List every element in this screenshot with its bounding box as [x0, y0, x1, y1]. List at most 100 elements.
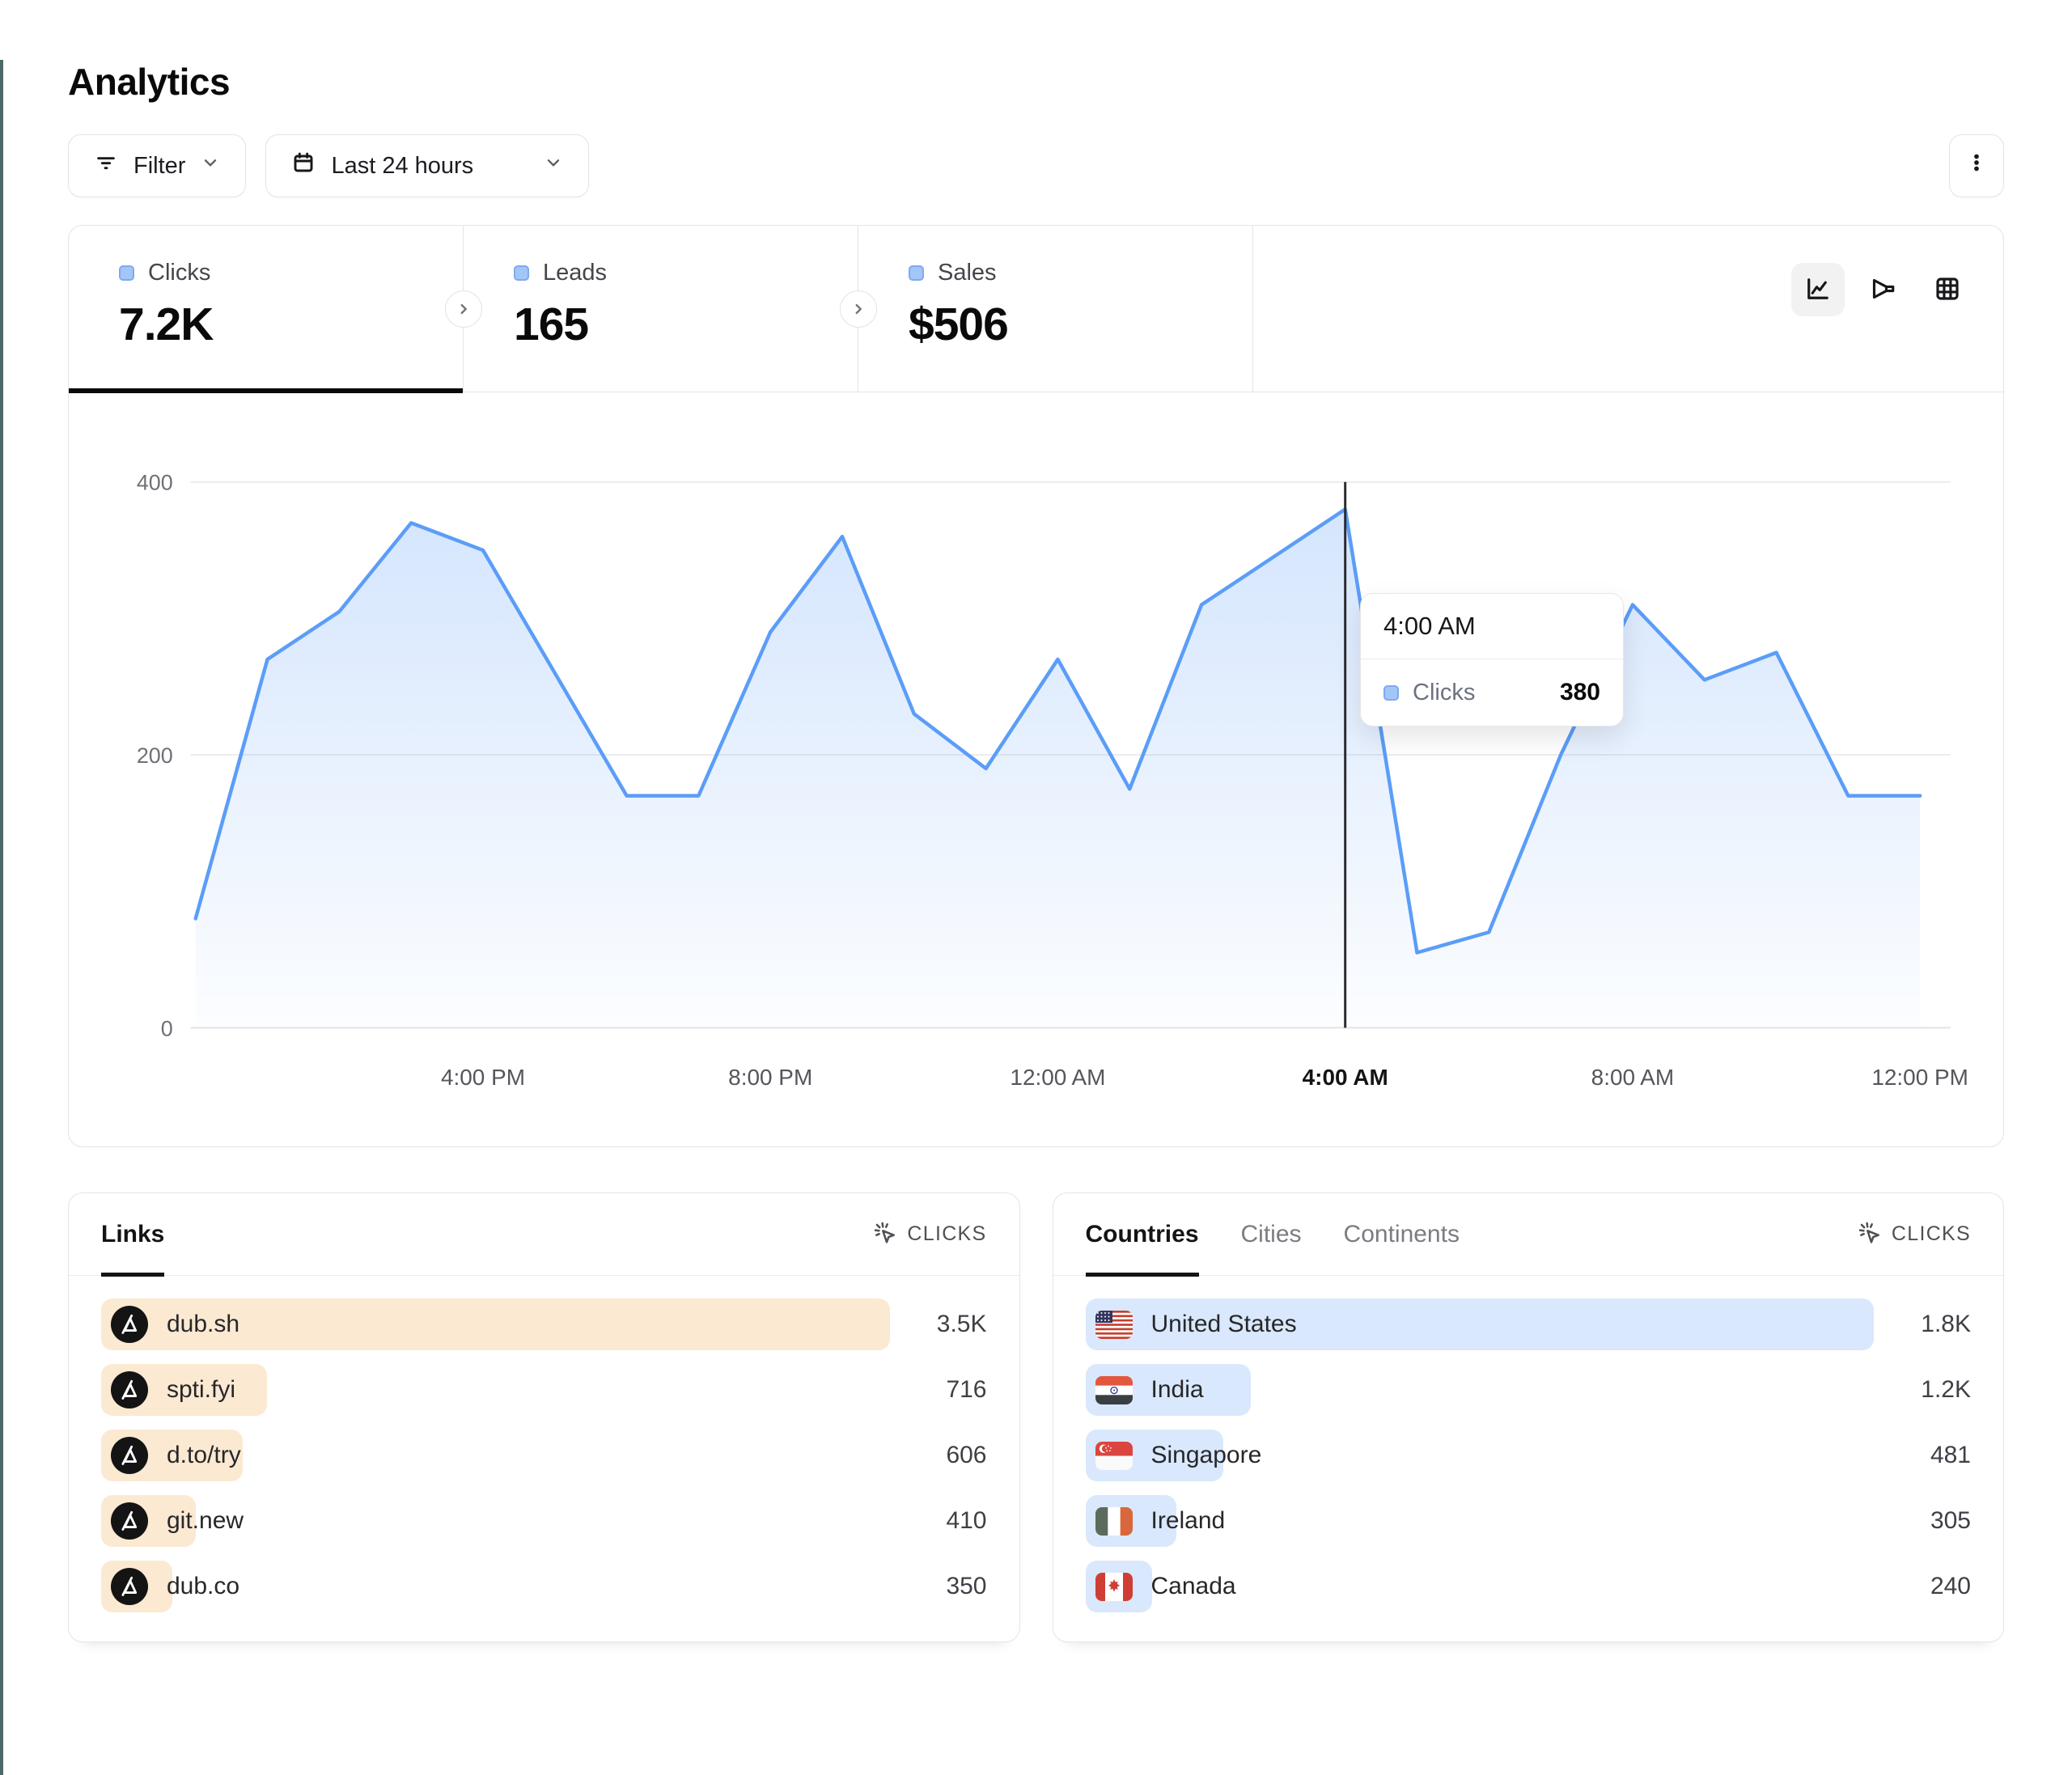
country-row-india[interactable]: India 1.2K	[1085, 1364, 1971, 1416]
stat-label-row: Sales	[909, 260, 1252, 286]
in-flag-icon	[1095, 1375, 1133, 1404]
filter-icon	[93, 150, 119, 182]
row-value: 410	[946, 1507, 987, 1534]
links-panel: Links CLICKS dub.sh 3.5K spti.fyi 716 d.to/t…	[68, 1193, 1020, 1642]
clicks-legend-swatch	[1383, 684, 1399, 701]
row-value: 350	[946, 1573, 987, 1599]
x-axis-tick-label: 12:00 AM	[1010, 1065, 1105, 1090]
tooltip-time-label: 4:00 AM	[1361, 594, 1623, 659]
row-label: dub.co	[167, 1573, 240, 1599]
row-label: git.new	[167, 1507, 244, 1534]
x-axis-tick-label: 8:00 AM	[1591, 1065, 1675, 1090]
leads-legend-swatch	[514, 265, 529, 281]
date-range-button[interactable]: Last 24 hours	[265, 134, 590, 197]
chart-tooltip: 4:00 AM Clicks 380	[1360, 593, 1624, 727]
chevron-down-icon	[200, 152, 221, 180]
link-row-git-new[interactable]: git.new 410	[101, 1495, 987, 1547]
funnel-view-button[interactable]	[1856, 263, 1909, 316]
bar-area: United States	[1085, 1298, 1874, 1350]
more-options-button[interactable]	[1949, 134, 2004, 197]
stat-expand-button[interactable]	[840, 290, 877, 328]
country-row-united-states[interactable]: United States 1.8K	[1085, 1298, 1971, 1350]
stat-tab-sales[interactable]: Sales $506	[858, 226, 1253, 392]
clicks-legend-swatch	[119, 265, 134, 281]
filter-button-label: Filter	[133, 152, 186, 179]
stat-tab-leads[interactable]: Leads 165	[464, 226, 877, 392]
links-metric-label: CLICKS	[907, 1222, 987, 1245]
page-title: Analytics	[68, 61, 231, 103]
clicks-line	[193, 507, 1922, 955]
breakdown-panels: Links CLICKS dub.sh 3.5K spti.fyi 716 d.to/t…	[68, 1193, 2004, 1642]
link-row-spti-fyi[interactable]: spti.fyi 716	[101, 1364, 987, 1416]
links-panel-header: Links CLICKS	[69, 1193, 1019, 1277]
y-axis-tick-label: 400	[137, 471, 173, 495]
geo-metric-label: CLICKS	[1891, 1222, 1971, 1245]
tab-links[interactable]: Links	[101, 1193, 165, 1277]
links-panel-tabs: Links	[101, 1193, 165, 1277]
bar-area: Canada	[1085, 1561, 1875, 1612]
geo-panel-tabs: Countries Cities Continents	[1085, 1193, 1460, 1277]
value-bar	[1085, 1298, 1874, 1350]
country-row-ireland[interactable]: Ireland 305	[1085, 1495, 1971, 1547]
x-axis-tick-label: 12:00 PM	[1871, 1065, 1968, 1090]
tab-cities[interactable]: Cities	[1240, 1220, 1302, 1248]
row-content: Canada	[1095, 1561, 1236, 1612]
stat-expand-button[interactable]	[445, 290, 482, 328]
stat-tab-clicks[interactable]: Clicks 7.2K	[69, 226, 482, 393]
row-value: 305	[1930, 1507, 1971, 1534]
dub-logo-avatar	[111, 1437, 148, 1474]
row-value: 1.8K	[1921, 1311, 1971, 1337]
geo-metric-toggle[interactable]: CLICKS	[1855, 1218, 1971, 1250]
row-label: India	[1150, 1376, 1204, 1403]
date-range-label: Last 24 hours	[331, 152, 474, 179]
row-content: United States	[1095, 1298, 1297, 1350]
cursor-click-icon	[871, 1218, 896, 1250]
ca-flag-icon	[1095, 1572, 1133, 1601]
row-label: Canada	[1150, 1573, 1236, 1599]
bar-area: git.new	[101, 1495, 890, 1547]
tooltip-series-label: Clicks	[1413, 679, 1476, 705]
stat-label-row: Leads	[514, 260, 858, 286]
link-row-dub-co[interactable]: dub.co 350	[101, 1561, 987, 1612]
country-row-singapore[interactable]: Singapore 481	[1085, 1430, 1971, 1481]
bar-area: dub.co	[101, 1561, 890, 1612]
links-metric-toggle[interactable]: CLICKS	[871, 1218, 986, 1250]
link-row-dub-sh[interactable]: dub.sh 3.5K	[101, 1298, 987, 1350]
row-content: Ireland	[1095, 1495, 1225, 1547]
line-chart-icon	[1803, 274, 1833, 306]
chevron-right-icon	[460, 303, 467, 314]
link-row-d-to-try[interactable]: d.to/try 606	[101, 1430, 987, 1481]
stat-value: 165	[514, 299, 589, 350]
tab-countries[interactable]: Countries	[1085, 1193, 1199, 1277]
filter-button[interactable]: Filter	[68, 134, 247, 197]
dub-logo-avatar	[111, 1371, 148, 1409]
row-content: d.to/try	[111, 1430, 241, 1481]
kebab-menu-icon	[1964, 150, 1989, 181]
bar-area: d.to/try	[101, 1430, 890, 1481]
x-axis-tick-label: 4:00 PM	[441, 1065, 525, 1090]
bar-area: Ireland	[1085, 1495, 1875, 1547]
stats-tabs-row: Clicks 7.2K Leads 165 Sales $506	[69, 226, 2003, 393]
y-axis-tick-label: 200	[137, 743, 173, 768]
row-content: Singapore	[1095, 1430, 1262, 1481]
table-view-button[interactable]	[1921, 263, 1974, 316]
country-row-canada[interactable]: Canada 240	[1085, 1561, 1971, 1612]
stat-label-row: Clicks	[119, 260, 463, 286]
clicks-time-series-chart[interactable]: 0 200 400 4:00 PM 8:00 PM 12:00 AM 4:00 AM 8:00…	[69, 392, 2003, 1146]
toolbar: Filter Last 24 hours	[68, 134, 2004, 197]
tab-continents[interactable]: Continents	[1343, 1220, 1460, 1248]
x-axis-tick-label: 4:00 AM	[1303, 1065, 1388, 1090]
sg-flag-icon	[1095, 1441, 1133, 1470]
dub-logo-avatar	[111, 1502, 148, 1540]
row-content: dub.co	[111, 1561, 239, 1612]
row-content: spti.fyi	[111, 1364, 235, 1416]
chart-canvas[interactable]: 0 200 400 4:00 PM 8:00 PM 12:00 AM 4:00 AM 8:00…	[69, 392, 2003, 1146]
line-chart-view-button[interactable]	[1791, 263, 1845, 316]
bar-area: dub.sh	[101, 1298, 890, 1350]
tooltip-value: 380	[1559, 679, 1600, 705]
y-axis-tick-label: 0	[161, 1016, 173, 1040]
row-value: 1.2K	[1921, 1376, 1971, 1403]
chevron-right-icon	[855, 303, 862, 314]
row-content: dub.sh	[111, 1298, 239, 1350]
row-label: Singapore	[1150, 1442, 1262, 1468]
